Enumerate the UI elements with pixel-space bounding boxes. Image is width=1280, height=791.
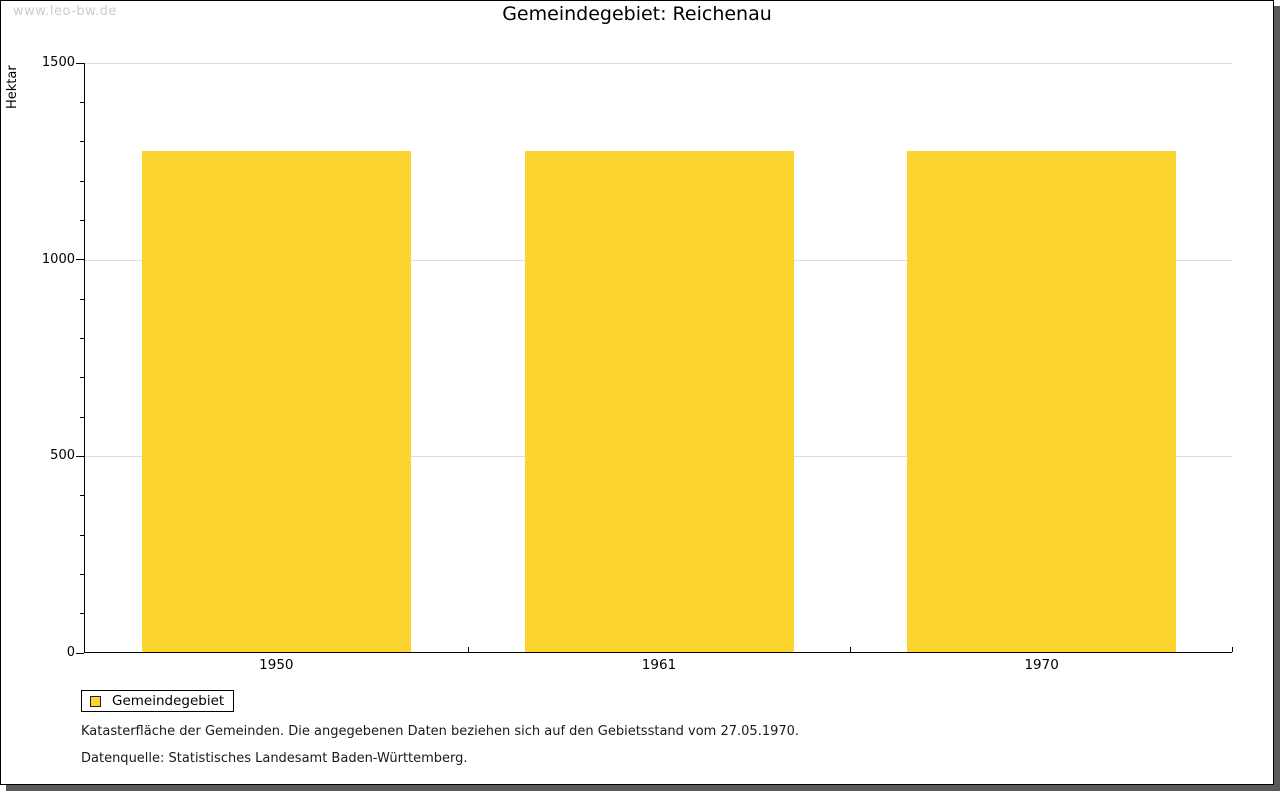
y-tick-label-1500: 1500: [41, 55, 75, 70]
y-tick-label-1000: 1000: [41, 251, 75, 267]
bar-1961: [524, 150, 794, 652]
y-minor-tick-1300: [80, 141, 84, 143]
gridline-1500: [85, 63, 1232, 64]
x-category-label-1970: 1970: [1024, 657, 1059, 673]
footnote-description: Katasterfläche der Gemeinden. Die angege…: [81, 724, 800, 739]
x-category-label-1961: 1961: [641, 657, 677, 673]
y-major-tick-1500: [76, 62, 84, 64]
y-minor-tick-200: [80, 573, 84, 575]
legend-swatch-gemeindegebiet: [90, 695, 101, 707]
legend-label-gemeindegebiet: Gemeindegebiet: [112, 693, 225, 709]
y-minor-tick-400: [80, 495, 84, 497]
y-minor-tick-100: [80, 613, 84, 615]
y-minor-tick-800: [80, 337, 84, 339]
y-minor-tick-900: [80, 298, 84, 300]
y-axis-label: Hektar: [5, 65, 20, 109]
y-minor-tick-700: [80, 377, 84, 379]
y-minor-tick-1100: [80, 219, 84, 221]
bar-1950: [141, 150, 411, 652]
footnote-source: Datenquelle: Statistisches Landesamt Bad…: [81, 751, 468, 766]
watermark-leo-bw: www.leo-bw.de: [13, 4, 117, 19]
y-major-tick-0: [76, 652, 84, 654]
y-major-tick-500: [76, 455, 84, 457]
y-tick-label-500: 500: [50, 448, 75, 464]
y-major-tick-1000: [76, 259, 84, 261]
plot-area: 0 500 1000 1500 1950 1961 1970: [42, 55, 1233, 673]
x-axis-end-tick: [1232, 647, 1233, 652]
x-boundary-tick-2: [850, 647, 852, 652]
x-category-label-1950: 1950: [259, 657, 294, 673]
y-minor-tick-1400: [80, 101, 84, 103]
chart-title: Gemeindegebiet: Reichenau: [502, 3, 772, 25]
legend-box: Gemeindegebiet: [81, 690, 234, 712]
bar-1970: [907, 150, 1177, 652]
y-tick-label-0: 0: [66, 645, 75, 660]
y-minor-tick-600: [80, 416, 84, 418]
y-minor-tick-1200: [80, 180, 84, 182]
x-boundary-tick-1: [467, 647, 469, 652]
y-minor-tick-300: [80, 534, 84, 536]
